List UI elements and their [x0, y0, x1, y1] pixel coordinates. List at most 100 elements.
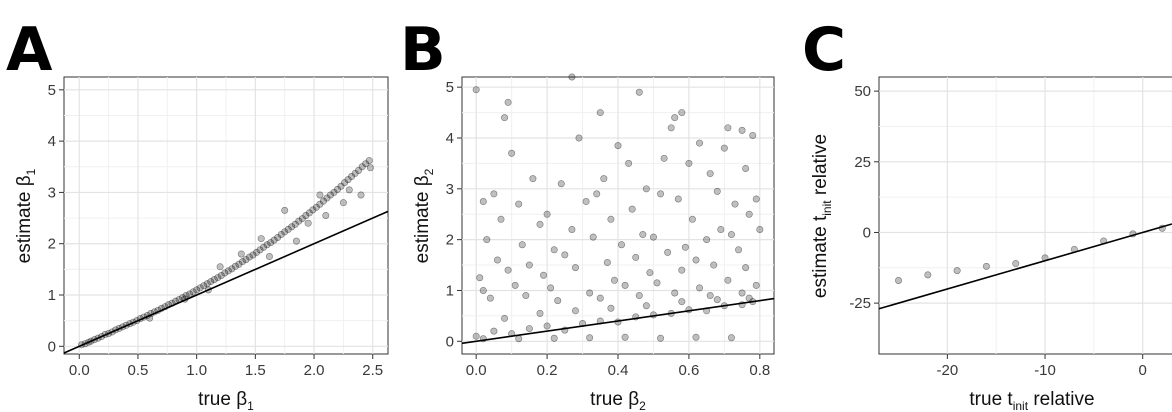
data-point	[133, 317, 141, 325]
data-point	[660, 154, 668, 162]
reference-line	[63, 210, 389, 354]
data-point	[217, 272, 225, 280]
y-tick-label: 5	[446, 79, 454, 96]
data-point	[536, 220, 544, 228]
data-point	[330, 188, 338, 196]
data-point	[140, 313, 148, 321]
data-point	[639, 231, 647, 239]
data-point	[237, 250, 245, 258]
data-point	[628, 205, 636, 213]
data-point	[277, 230, 285, 238]
data-point	[479, 286, 487, 294]
data-point	[614, 318, 622, 326]
data-point	[671, 114, 679, 122]
data-point	[568, 225, 576, 233]
panel-a: A 0.0 0.5 1.0 1.5 2.0 2.5 0 1 2 3 4 5 true β1 esti…	[6, 15, 389, 412]
data-point	[550, 334, 558, 342]
data-point	[344, 176, 352, 184]
data-point	[596, 109, 604, 117]
y-tick-label: 2	[48, 236, 56, 253]
data-point	[543, 322, 551, 330]
data-point	[101, 331, 109, 339]
data-point	[281, 228, 289, 236]
data-point	[253, 248, 261, 256]
y-tick-label: 1	[48, 287, 56, 304]
data-point	[319, 197, 327, 205]
panel-a-points	[78, 157, 374, 349]
data-point	[256, 246, 264, 254]
panel-b: B 0.0 0.2 0.4 0.6 0.8 0 1 2 3 4 5 true β2 estimat…	[400, 15, 775, 412]
x-tick-label: 0.2	[537, 362, 558, 379]
data-point	[554, 297, 562, 305]
data-point	[355, 166, 363, 174]
data-point	[561, 251, 569, 259]
data-point	[525, 325, 533, 333]
data-point	[657, 190, 665, 198]
data-point	[348, 173, 356, 181]
data-point	[756, 225, 764, 233]
data-point	[479, 198, 487, 206]
data-point	[326, 191, 334, 199]
data-point	[115, 324, 123, 332]
y-tick-label: 1	[446, 282, 454, 299]
data-point	[706, 170, 714, 178]
data-point	[94, 334, 102, 342]
panel-a-letter: A	[6, 15, 53, 85]
panel-b-x-ticks: 0.0 0.2 0.4 0.6 0.8	[466, 354, 770, 379]
data-point	[713, 296, 721, 304]
data-point	[1158, 224, 1166, 232]
x-tick-label: 0.0	[69, 362, 90, 379]
data-point	[625, 159, 633, 167]
data-point	[85, 338, 93, 346]
data-point	[309, 206, 317, 214]
data-point	[703, 236, 711, 244]
data-point	[632, 253, 640, 261]
data-point	[571, 307, 579, 315]
data-point	[646, 269, 654, 277]
data-point	[486, 294, 494, 302]
data-point	[341, 179, 349, 187]
data-point	[366, 164, 374, 172]
data-point	[98, 333, 106, 341]
data-point	[105, 329, 113, 337]
data-point	[501, 314, 509, 322]
panel-c-y-axis-title: estimate tinit relative	[810, 134, 834, 298]
data-point	[742, 164, 750, 172]
data-point	[1012, 260, 1020, 268]
panel-c-gridlines	[879, 77, 1172, 354]
data-point	[635, 88, 643, 96]
data-point	[667, 309, 675, 317]
data-point	[724, 124, 732, 132]
data-point	[582, 198, 590, 206]
data-point	[621, 281, 629, 289]
data-point	[357, 191, 365, 199]
data-point	[678, 298, 686, 306]
data-point	[263, 241, 271, 249]
data-point	[292, 237, 300, 245]
data-point	[593, 190, 601, 198]
data-point	[501, 114, 509, 122]
panel-b-gridlines	[462, 77, 774, 354]
data-point	[895, 277, 903, 285]
data-point	[720, 302, 728, 310]
data-point	[664, 248, 672, 256]
data-point	[607, 304, 615, 312]
data-point	[345, 186, 353, 194]
panel-a-reference-line	[63, 210, 389, 354]
data-point	[302, 212, 310, 220]
data-point	[749, 131, 757, 139]
data-point	[337, 182, 345, 190]
data-point	[561, 326, 569, 334]
panel-b-letter: B	[400, 15, 446, 85]
data-point	[228, 265, 236, 273]
data-point	[304, 219, 312, 227]
data-point	[543, 210, 551, 218]
panel-c-plot-area	[878, 76, 1172, 355]
x-tick-label: -20	[937, 362, 959, 379]
data-point	[596, 294, 604, 302]
data-point	[571, 264, 579, 272]
data-point	[738, 289, 746, 297]
data-point	[529, 175, 537, 183]
data-point	[267, 239, 275, 247]
x-tick-label: 0.4	[608, 362, 629, 379]
